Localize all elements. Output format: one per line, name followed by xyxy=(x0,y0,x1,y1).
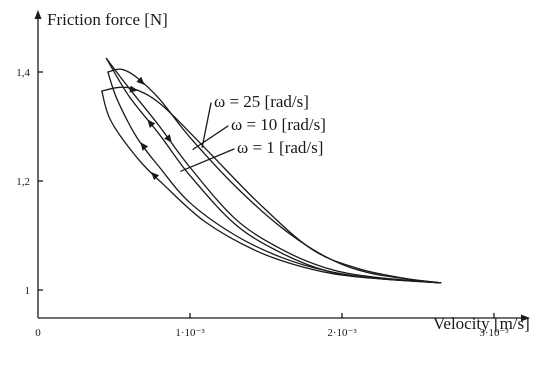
series-omega-1 xyxy=(105,57,442,284)
legend-entry: ω = 1 [rad/s] xyxy=(237,138,323,157)
y-tick-label: 1,4 xyxy=(16,67,30,79)
legend-leader-line xyxy=(192,125,229,151)
x-tick-label: 0 xyxy=(35,327,41,339)
y-axis-arrow-icon xyxy=(34,10,42,19)
legend: ω = 25 [rad/s] ω = 10 [rad/s] ω = 1 [rad/s… xyxy=(180,92,326,172)
hysteresis-curves xyxy=(101,57,442,284)
legend-leader-line xyxy=(201,102,212,148)
series-lower-branch xyxy=(105,57,442,284)
x-tick-label: 2·10⁻³ xyxy=(327,327,357,339)
series-upper-branch xyxy=(107,68,442,284)
direction-arrow-icon xyxy=(151,172,160,181)
legend-entry: ω = 25 [rad/s] xyxy=(214,92,309,111)
legend-entry: ω = 10 [rad/s] xyxy=(231,115,326,134)
x-axis-arrow-icon xyxy=(521,314,530,322)
y-axis-label: Friction force [N] xyxy=(47,10,168,29)
direction-arrow-icon xyxy=(140,142,149,151)
x-axis-label: Velocity [m/s] xyxy=(433,314,530,333)
y-tick-label: 1,2 xyxy=(16,176,30,188)
ticks: 0 1·10⁻³ 2·10⁻³ 3·10⁻³ 1 1,2 1,4 xyxy=(16,67,509,339)
direction-arrow-icon xyxy=(147,119,156,128)
direction-arrow-icon xyxy=(164,134,172,143)
x-tick-label: 1·10⁻³ xyxy=(175,327,205,339)
legend-leader-line xyxy=(180,148,235,172)
x-tick-label: 3·10⁻³ xyxy=(479,327,509,339)
axes xyxy=(34,10,530,322)
direction-arrow-icon xyxy=(129,85,138,93)
direction-arrow-icon xyxy=(136,76,145,85)
y-tick-label: 1 xyxy=(25,285,31,297)
series-upper-branch xyxy=(105,57,442,284)
